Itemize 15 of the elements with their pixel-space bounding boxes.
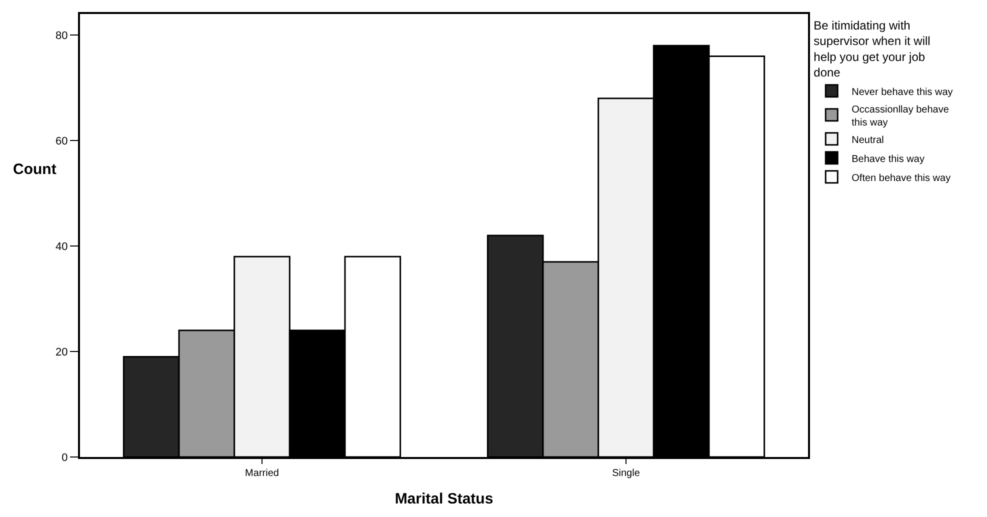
- x-axis-title: Marital Status: [394, 490, 494, 508]
- y-axis-title: Count: [13, 161, 56, 178]
- x-tick-label: Single: [612, 468, 640, 479]
- x-tick-label: Married: [245, 468, 279, 479]
- legend-label: Behave this way: [852, 154, 924, 165]
- y-tick-label: 20: [56, 346, 68, 358]
- legend-label: Neutral: [852, 134, 884, 146]
- y-tick-label: 0: [62, 452, 68, 464]
- legend-label: Often behave this way: [852, 172, 951, 184]
- legend-label: Never behave this way: [852, 86, 953, 98]
- legend-title: Be itimidating with supervisor when it will help you get your job done: [814, 18, 930, 80]
- legend-label: Occassionllay behave this way: [852, 104, 950, 128]
- y-tick-label: 60: [56, 135, 68, 148]
- y-tick-label: 40: [56, 240, 68, 253]
- y-tick-label: 80: [56, 30, 68, 42]
